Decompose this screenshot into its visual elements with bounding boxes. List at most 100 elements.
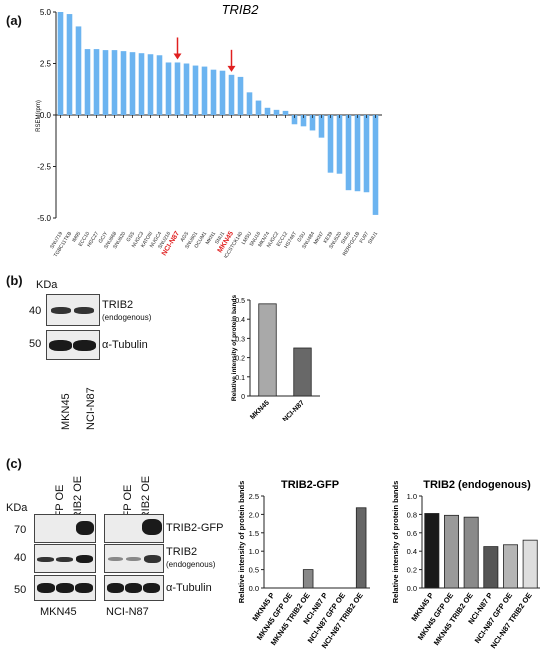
chart-title: TRIB2-GFP: [281, 479, 339, 491]
chart-title: TRIB2: [222, 2, 260, 17]
bar: [147, 54, 154, 115]
y-tick-label: 2.5: [249, 492, 259, 501]
y-tick-label: 0.4: [407, 547, 417, 556]
x-tick-label: FU97: [359, 231, 371, 245]
band: [74, 307, 94, 314]
lane-label-mkn45: MKN45: [60, 393, 72, 430]
y-axis-label: Relative intensity of protein bands: [237, 481, 246, 604]
x-tick-label: KE39: [323, 231, 335, 245]
bar: [84, 49, 91, 115]
bar: [345, 115, 352, 191]
panel-label-c: (c): [6, 456, 22, 471]
band: [107, 583, 124, 593]
bar: [363, 115, 370, 193]
y-tick-label: 0.0: [407, 584, 417, 593]
band: [76, 555, 93, 563]
band: [56, 583, 74, 593]
marker-70: 70: [14, 524, 27, 536]
y-tick-label: -5.0: [37, 214, 51, 223]
trib2-blot-mkn45: [34, 544, 96, 573]
bar: [102, 50, 109, 115]
tubulin-blot-nci-n87: [104, 575, 164, 601]
y-tick-label: 0.1: [235, 375, 245, 382]
bar: [228, 74, 235, 115]
band: [51, 307, 71, 314]
bar: [165, 62, 172, 115]
cell-line-label-nci-n87: NCI-N87: [106, 606, 149, 618]
bar: [483, 546, 499, 589]
highlight-arrowhead: [173, 53, 182, 60]
bar: [444, 514, 459, 589]
y-tick-label: 0.2: [235, 356, 245, 363]
bar: [201, 66, 208, 115]
x-tick-label: MKN45: [249, 399, 271, 421]
kda-label: KDa: [36, 279, 58, 291]
tubulin-blot: [46, 330, 100, 360]
y-axis-label: Relative intensity of protein bands: [231, 295, 238, 402]
band: [49, 340, 72, 351]
bar: [318, 115, 325, 138]
bar: [503, 544, 518, 589]
y-tick-label: 0.5: [235, 298, 245, 305]
marker-50: 50: [14, 584, 27, 596]
y-tick-label: 0.5: [249, 566, 259, 575]
y-tick-label: 0.0: [40, 111, 52, 120]
bar: [336, 115, 343, 174]
y-tick-label: 2.5: [40, 60, 52, 69]
x-tick-label: AGS: [180, 230, 191, 243]
band: [37, 583, 55, 593]
bar: [57, 12, 64, 115]
band: [76, 521, 94, 535]
gfp-blot-mkn45: [34, 514, 96, 543]
bar: [355, 507, 367, 589]
bar: [293, 347, 312, 397]
bar: [424, 513, 440, 589]
y-tick-label: 0.6: [407, 529, 417, 538]
bar: [372, 115, 379, 215]
band: [37, 557, 54, 562]
y-tick-label: 0.2: [407, 566, 417, 575]
band: [108, 557, 123, 561]
y-tick-label: -2.5: [37, 163, 51, 172]
band: [126, 557, 141, 561]
kda-label: KDa: [6, 502, 28, 514]
band: [142, 519, 162, 535]
y-axis-label: RSEM(rpm): [36, 100, 42, 132]
y-tick-label: 1.5: [249, 529, 259, 538]
gfp-blot-nci-n87: [104, 514, 164, 543]
bar: [93, 49, 100, 115]
bar: [282, 110, 289, 115]
cell-line-label-mkn45: MKN45: [40, 606, 77, 618]
bar: [183, 63, 190, 115]
panel-label-a: (a): [6, 13, 22, 28]
bar: [258, 303, 277, 397]
bar: [255, 100, 262, 115]
bar: [75, 26, 82, 116]
band: [144, 555, 161, 563]
trib2-blot: [46, 294, 100, 326]
bar: [138, 53, 145, 115]
bar: [156, 55, 163, 115]
bar: [522, 539, 538, 589]
y-tick-label: 0.8: [407, 510, 417, 519]
bar: [237, 76, 244, 115]
bar: [219, 70, 226, 115]
bar: [302, 569, 314, 589]
marker-50: 50: [29, 338, 42, 350]
marker-40: 40: [29, 305, 42, 317]
x-tick-label: SNU1: [367, 231, 379, 246]
bar: [300, 115, 307, 127]
bar: [66, 14, 73, 116]
bar: [120, 51, 127, 115]
trib2-blot-nci-n87: [104, 544, 164, 573]
x-tick-label: IM95: [71, 231, 82, 244]
y-tick-label: 0.4: [235, 317, 245, 324]
blot-label-tubulin: α-Tubulin: [102, 339, 148, 351]
bar: [309, 115, 316, 131]
band: [75, 583, 93, 593]
y-tick-label: 0.0: [249, 584, 259, 593]
blot-label-trib2: TRIB2: [166, 546, 198, 558]
bar: [129, 52, 136, 115]
x-tick-label: NCI-N87: [282, 399, 306, 421]
